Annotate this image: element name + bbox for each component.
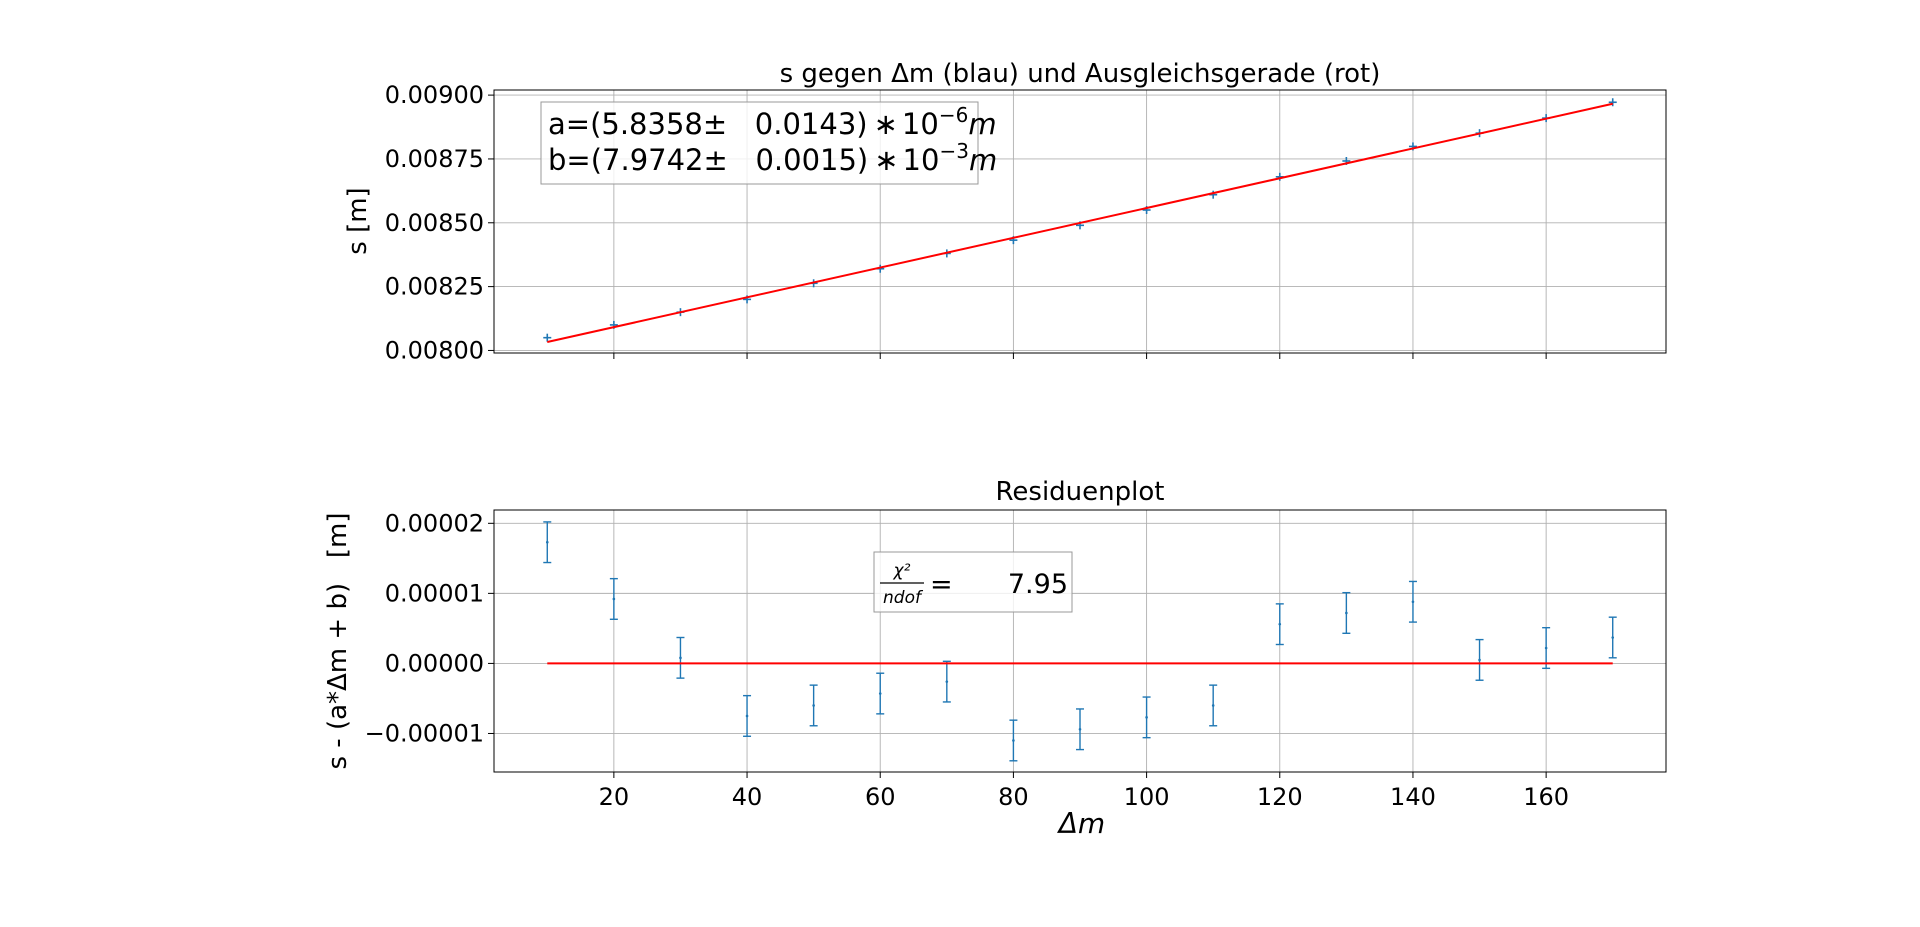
chi-value: 7.95 xyxy=(1008,569,1068,600)
residual-errorbar xyxy=(1009,719,1018,762)
param-b-text: b=(7.9742± 0.0015) xyxy=(548,143,868,177)
residual-errorbar-point xyxy=(1478,658,1481,662)
param-a-unit: m xyxy=(968,107,996,141)
fit-ytick-label: 0.00900 xyxy=(385,81,484,109)
residual-errorbar xyxy=(1275,603,1284,646)
residual-errorbar xyxy=(1475,638,1484,681)
residual-errorbar xyxy=(1342,591,1351,634)
fit-y-axis-label: s [m] xyxy=(343,187,373,254)
residual-errorbar xyxy=(1076,708,1084,751)
residual-errorbar xyxy=(1608,616,1617,659)
residual-marks xyxy=(543,521,1617,762)
residual-xtick-label: 100 xyxy=(1124,783,1170,811)
fit-panel: 0.00800 0.00825 0.00850 0.00875 0.00900 s ge… xyxy=(343,59,1667,364)
param-a-text: a=(5.8358± 0.0143) xyxy=(548,107,868,141)
residual-x-axis-label: Δm xyxy=(1057,807,1105,840)
fit-point xyxy=(1608,98,1617,107)
residual-errorbar xyxy=(743,694,752,737)
chi-denominator: ndof xyxy=(883,588,924,608)
residual-errorbar xyxy=(1209,684,1218,727)
residual-errorbar-point xyxy=(745,714,749,718)
fit-parameter-box: a=(5.8358± 0.0143) ∗ 10−6m b=(7.9742± 0.00… xyxy=(540,101,997,185)
residual-errorbar-point xyxy=(1611,636,1615,639)
residual-errorbar-point xyxy=(1078,727,1082,731)
residual-errorbar-point xyxy=(1345,611,1348,615)
residual-xtick-label: 20 xyxy=(599,783,630,811)
residual-xtick-label: 140 xyxy=(1390,783,1436,811)
residual-xtick-label: 40 xyxy=(732,783,763,811)
residual-ytick-label: 0.00000 xyxy=(385,649,484,677)
residual-errorbar-point xyxy=(1278,622,1282,626)
residual-panel: 20 40 60 80 100 120 140 160 −0.00001 0.00000 0.000… xyxy=(323,477,1667,840)
residual-errorbar xyxy=(609,577,618,620)
param-b-exp: −3 xyxy=(939,139,968,163)
residual-ytick-label: 0.00002 xyxy=(385,509,484,537)
residual-errorbar-point xyxy=(1145,716,1148,719)
residual-ytick-label: −0.00001 xyxy=(365,719,484,747)
fit-ytick-label: 0.00800 xyxy=(385,336,484,364)
residual-errorbar xyxy=(809,684,818,727)
residual-errorbar-point xyxy=(812,704,815,707)
chi-square-box: χ² ndof = 7.95 xyxy=(873,551,1073,613)
residual-ytick-label: 0.00001 xyxy=(385,579,484,607)
fit-point xyxy=(543,333,552,342)
residual-errorbar xyxy=(1408,580,1417,623)
residual-title: Residuenplot xyxy=(996,477,1165,507)
fit-ticks: 0.00800 0.00825 0.00850 0.00875 0.00900 xyxy=(385,81,1547,364)
fit-line xyxy=(547,102,1613,343)
fit-title: s gegen Δm (blau) und Ausgleichsgerade (… xyxy=(780,59,1381,89)
fit-ytick-label: 0.00850 xyxy=(385,209,484,237)
residual-y-axis-label: s - (a*Δm + b) [m] xyxy=(323,512,353,769)
fit-ytick-label: 0.00825 xyxy=(385,273,484,301)
residual-errorbar xyxy=(942,660,951,703)
residual-errorbar xyxy=(1542,626,1551,670)
residual-errorbar-point xyxy=(679,656,682,660)
residual-errorbar-point xyxy=(1544,646,1548,650)
residual-errorbar-point xyxy=(1012,739,1015,742)
svg-text:a=(5.8358± 0.0143)∗10−6m: a=(5.8358± 0.0143) ∗ 10−6m xyxy=(548,103,997,141)
residual-errorbar-point xyxy=(1211,704,1215,707)
residual-errorbar-point xyxy=(1411,600,1415,604)
svg-text:b=(7.9742± 0.0015)∗10−3m: b=(7.9742± 0.0015) ∗ 10−3m xyxy=(548,139,997,177)
residual-errorbar xyxy=(1142,696,1151,739)
residual-xtick-label: 160 xyxy=(1523,783,1569,811)
chi-numerator: χ² xyxy=(893,561,911,581)
fit-ytick-label: 0.00875 xyxy=(385,145,484,173)
chi-equals: = xyxy=(930,569,953,600)
residual-errorbar-point xyxy=(545,540,549,544)
param-a-exp: −6 xyxy=(939,103,968,127)
param-b-unit: m xyxy=(969,143,997,177)
residual-errorbar xyxy=(876,672,885,715)
fit-axes-frame xyxy=(493,89,1667,354)
residual-xtick-label: 80 xyxy=(998,783,1029,811)
residual-errorbar xyxy=(543,521,552,564)
residual-axes-frame xyxy=(493,509,1667,773)
fit-marks xyxy=(543,98,1617,343)
param-a-base: 10 xyxy=(902,107,939,141)
param-b-mult: ∗ xyxy=(874,143,898,177)
residual-errorbar-point xyxy=(945,680,949,683)
residual-xtick-label: 120 xyxy=(1257,783,1303,811)
residual-errorbar xyxy=(676,636,685,679)
param-b-base: 10 xyxy=(903,143,940,177)
residual-errorbar-point xyxy=(612,597,616,601)
residual-errorbar-point xyxy=(878,692,882,695)
param-a-mult: ∗ xyxy=(874,107,898,141)
residual-xtick-label: 60 xyxy=(865,783,896,811)
residual-ticks: 20 40 60 80 100 120 140 160 −0.00001 0.00000 0.000… xyxy=(365,509,1569,811)
